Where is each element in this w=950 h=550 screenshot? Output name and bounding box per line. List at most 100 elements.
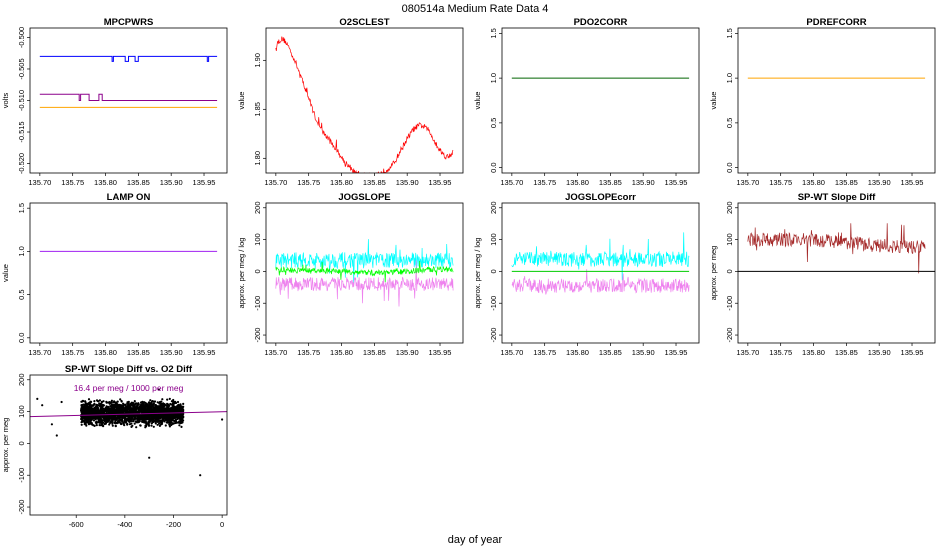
y-tick-label: 100: [253, 233, 262, 246]
x-tick-label: 135.95: [901, 348, 924, 357]
x-tick-label: 135.90: [868, 178, 891, 187]
scatter-point: [121, 417, 124, 420]
scatter-point: [182, 405, 185, 408]
plot-frame: [265, 27, 464, 174]
y-tick-label: -200: [17, 500, 26, 515]
x-tick-label: 135.75: [769, 178, 792, 187]
scatter-point: [149, 399, 152, 402]
scatter-point: [123, 403, 126, 406]
scatter-point: [148, 420, 151, 423]
scatter-point: [84, 415, 87, 418]
scatter-point: [114, 424, 117, 427]
scatter-point: [95, 399, 99, 402]
scatter-point: [83, 412, 86, 416]
scatter-point: [128, 417, 131, 420]
scatter-point: [146, 415, 149, 418]
y-tick-label: 1.5: [725, 28, 734, 38]
scatter-point: [101, 419, 104, 422]
x-tick-label: 135.80: [330, 348, 353, 357]
y-tick-label: 1.90: [253, 53, 262, 68]
scatter-point: [148, 456, 151, 459]
scatter-point: [87, 398, 91, 401]
y-axis-label: value: [473, 92, 482, 110]
scatter-point: [130, 422, 133, 425]
x-tick-label: 135.85: [835, 348, 858, 357]
scatter-point: [165, 404, 168, 407]
scatter-point: [147, 409, 150, 412]
scatter-point: [87, 402, 90, 405]
scatter-point: [180, 425, 183, 428]
scatter-point: [139, 424, 142, 427]
scatter-point: [142, 418, 145, 421]
y-tick-label: 1.0: [489, 73, 498, 83]
scatter-point: [114, 420, 117, 423]
scatter-point: [147, 422, 150, 425]
scatter-point: [146, 411, 149, 414]
x-tick-label: 135.75: [61, 178, 84, 187]
scatter-point: [95, 424, 98, 427]
y-tick-label: 200: [17, 374, 26, 387]
scatter-point: [111, 404, 114, 407]
x-tick-label: 135.75: [297, 178, 320, 187]
scatter-point: [107, 418, 110, 421]
scatter-point: [141, 400, 144, 403]
scatter-point: [122, 410, 125, 413]
scatter-point: [167, 418, 170, 421]
y-tick-label: -0.505: [17, 58, 26, 79]
scatter-point: [102, 407, 105, 410]
fit-annotation: 16.4 per meg / 1000 per meg: [74, 383, 184, 393]
y-tick-label: -100: [489, 296, 498, 311]
panel-pdrefcorr: PDREFCORR value 135.70 135.75 135.80 135.85 13…: [709, 17, 936, 187]
scatter-point: [140, 404, 143, 407]
scatter-point: [154, 418, 157, 421]
scatter-point: [111, 424, 114, 427]
scatter-point: [93, 400, 96, 403]
panel-pdo2corr: PDO2CORR value 135.70 135.75 135.80 135.85 135…: [473, 17, 700, 187]
scatter-point: [154, 422, 157, 425]
scatter-point: [144, 411, 147, 414]
scatter-point: [50, 423, 54, 426]
scatter-point: [155, 410, 158, 413]
scatter-point: [148, 415, 151, 418]
scatter-point: [161, 398, 164, 401]
scatter-point: [172, 415, 175, 418]
y-tick-label: -0.515: [17, 121, 26, 142]
scatter-point: [108, 401, 111, 404]
y-axis-label: value: [1, 264, 10, 282]
panel-title: LAMP ON: [107, 192, 151, 203]
scatter-point: [135, 416, 139, 420]
scatter-point: [125, 407, 128, 410]
scatter-point: [135, 402, 138, 405]
scatter-point: [118, 403, 121, 406]
scatter-point: [163, 420, 166, 423]
x-tick-label: 135.95: [193, 348, 216, 357]
scatter-point: [149, 403, 152, 406]
y-tick-label: 1.0: [17, 246, 26, 256]
scatter-point: [169, 421, 172, 424]
scatter-point: [117, 419, 121, 422]
scatter-point: [120, 399, 123, 403]
scatter-point: [109, 420, 112, 423]
scatter-point: [95, 420, 98, 424]
plot-frame: [737, 202, 936, 344]
scatter-point: [120, 422, 123, 426]
scatter-point: [99, 408, 102, 411]
scatter-point: [145, 402, 148, 405]
panel-title: MPCPWRS: [104, 17, 154, 28]
y-tick-label: 0: [253, 269, 262, 273]
scatter-point: [159, 406, 162, 409]
x-tick-label: 135.95: [193, 178, 216, 187]
scatter-point: [158, 401, 161, 404]
scatter-point: [157, 388, 160, 391]
scatter-point: [162, 404, 166, 408]
scatter-point: [110, 401, 113, 404]
x-tick-label: 135.95: [429, 178, 452, 187]
scatter-point: [112, 417, 115, 420]
series-line-high: [275, 239, 454, 285]
scatter-point: [170, 400, 173, 403]
scatter-point: [85, 424, 88, 427]
scatter-point: [111, 409, 114, 412]
scatter-point: [82, 409, 85, 412]
scatter-point: [137, 409, 140, 412]
y-tick-label: 200: [489, 202, 498, 215]
